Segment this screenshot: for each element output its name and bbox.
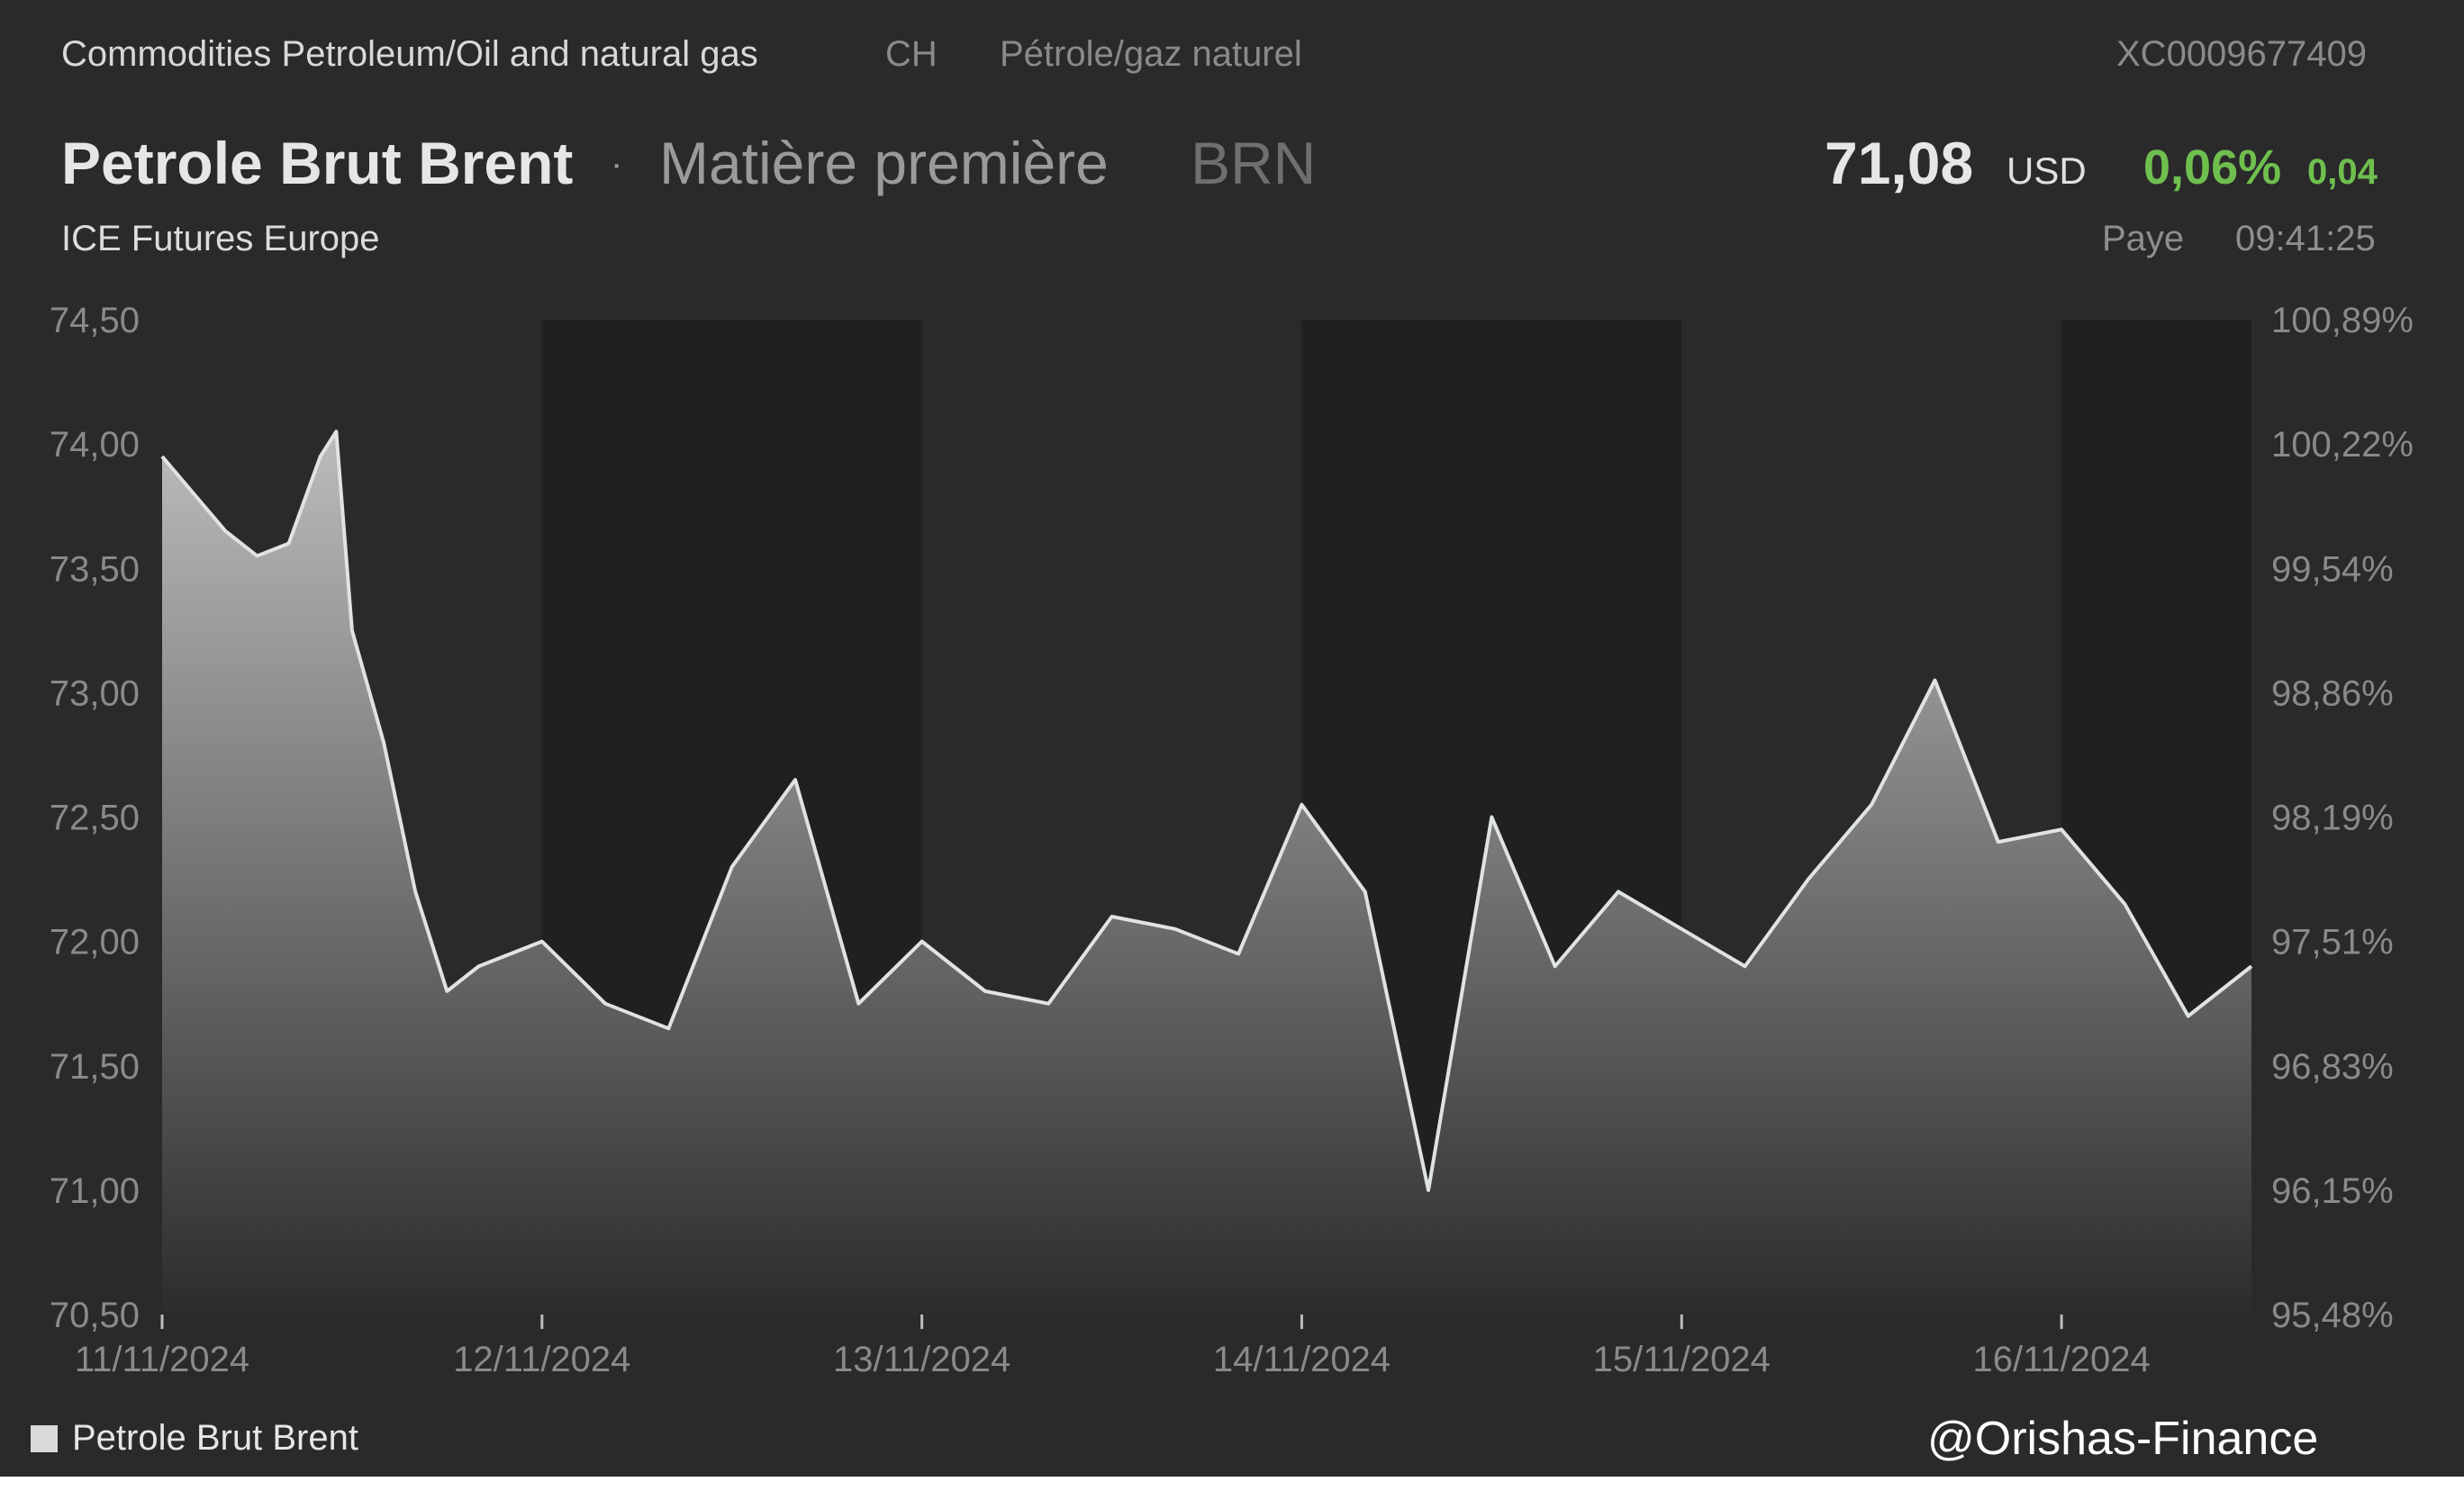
y-tick-left: 72,50 <box>50 799 140 838</box>
y-tick-right: 96,83% <box>2271 1047 2394 1087</box>
axes: 74,50 74,00 73,50 73,00 72,50 72,00 71,50 71,00… <box>50 301 2414 1379</box>
title-separator: · <box>611 144 623 184</box>
x-tick-label: 15/11/2024 <box>1593 1340 1771 1379</box>
y-tick-left: 73,50 <box>50 549 140 589</box>
y-tick-left: 71,00 <box>50 1171 140 1211</box>
category-fr-label: Pétrole/gaz naturel <box>1000 34 1302 74</box>
y-tick-right: 97,51% <box>2271 923 2394 962</box>
category-label: Commodities Petroleum/Oil and natural ga… <box>61 34 758 74</box>
x-tick-label: 13/11/2024 <box>833 1340 1010 1379</box>
y-tick-right: 98,86% <box>2271 673 2394 713</box>
currency-label: USD <box>2007 149 2087 192</box>
watermark: @Orishas-Finance <box>1927 1413 2319 1465</box>
x-tick-label: 16/11/2024 <box>1972 1340 2150 1379</box>
last-price: 71,08 <box>1825 130 1974 196</box>
y-tick-right: 99,54% <box>2271 549 2394 589</box>
quote-time: 09:41:25 <box>2235 219 2376 258</box>
legend-swatch[interactable] <box>31 1425 58 1452</box>
y-tick-left: 73,00 <box>50 673 140 713</box>
y-tick-left: 74,00 <box>50 425 140 465</box>
x-tick-label: 12/11/2024 <box>453 1340 630 1379</box>
y-tick-left: 70,50 <box>50 1296 140 1335</box>
instrument-name: Petrole Brut Brent <box>61 130 574 196</box>
x-tick-label: 14/11/2024 <box>1213 1340 1391 1379</box>
exchange-name: ICE Futures Europe <box>61 219 380 258</box>
y-tick-left: 74,50 <box>50 301 140 340</box>
legend-label[interactable]: Petrole Brut Brent <box>72 1418 358 1458</box>
y-tick-right: 96,15% <box>2271 1171 2394 1211</box>
change-percent: 0,06% <box>2143 140 2282 194</box>
y-tick-right: 100,22% <box>2271 425 2414 465</box>
y-tick-right: 100,89% <box>2271 301 2414 340</box>
change-absolute: 0,04 <box>2307 152 2378 192</box>
market-status: Paye <box>2102 219 2185 258</box>
y-tick-left: 72,00 <box>50 923 140 962</box>
y-tick-left: 71,50 <box>50 1047 140 1087</box>
ticker-symbol: BRN <box>1191 130 1317 196</box>
y-tick-right: 98,19% <box>2271 799 2394 838</box>
country-code: CH <box>885 34 938 74</box>
price-line <box>160 429 2253 1192</box>
isin-code: XC0009677409 <box>2116 34 2368 74</box>
asset-type: Matière première <box>659 130 1109 196</box>
price-area <box>162 431 2251 1315</box>
y-tick-right: 95,48% <box>2271 1296 2394 1335</box>
area-layer <box>160 429 2253 1315</box>
x-tick-label: 11/11/2024 <box>75 1340 249 1379</box>
